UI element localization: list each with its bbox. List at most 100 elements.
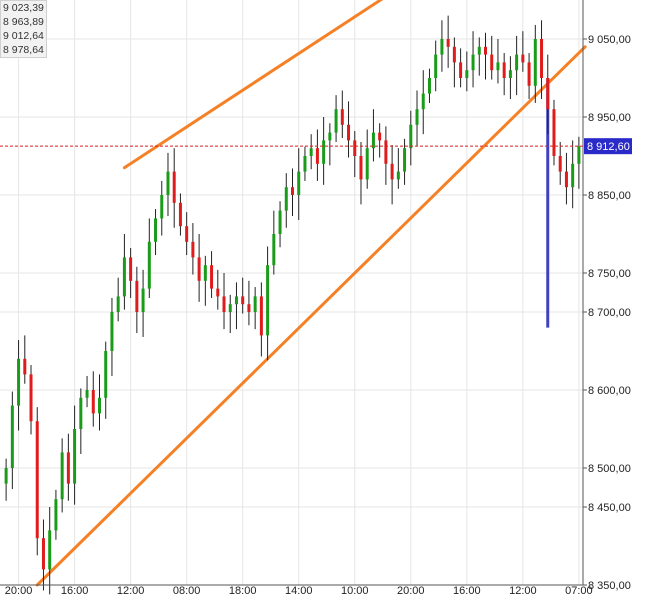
candle-up — [421, 93, 425, 110]
candle-up — [434, 54, 438, 78]
candle-down — [558, 156, 562, 172]
candle-up — [228, 304, 232, 312]
candle-up — [328, 132, 332, 141]
candle-up — [272, 234, 276, 266]
ohlc-open: 9 023,39 — [3, 2, 44, 14]
candle-up — [141, 288, 145, 312]
y-axis: 9 050,00 8 950,00 8 850,00 8 750,00 8 700,00… — [582, 0, 631, 592]
y-tick-label: 8 600,00 — [588, 385, 631, 397]
candle-up — [471, 54, 475, 71]
candle-up — [297, 171, 301, 195]
candle-up — [54, 499, 58, 531]
candle-down — [178, 202, 182, 227]
candle-down — [359, 156, 363, 180]
candle-up — [73, 429, 77, 484]
candle-down — [340, 109, 344, 125]
candle-down — [91, 390, 95, 414]
candle-down — [353, 140, 357, 156]
y-tick-label: 8 700,00 — [588, 307, 631, 319]
y-tick-label: 8 500,00 — [588, 463, 631, 475]
candle-up — [309, 148, 313, 156]
candle-up — [253, 296, 257, 312]
candle-up — [48, 530, 52, 570]
candle-down — [241, 296, 245, 305]
candle-up — [17, 358, 21, 406]
candle-up — [371, 132, 375, 149]
current-price-label-bg — [584, 138, 632, 155]
candle-up — [322, 140, 326, 164]
trendlines — [35, 0, 587, 587]
candles — [4, 15, 581, 595]
ohlc-close: 8 978,64 — [3, 44, 44, 56]
candle-down — [291, 187, 294, 195]
candle-up — [104, 351, 108, 398]
candle-up — [234, 296, 238, 305]
candle-down — [210, 265, 214, 289]
candle-down — [540, 39, 544, 78]
x-axis: 20:00 16:00 12:00 08:00 18:00 14:00 10:00 20:00… — [0, 584, 593, 597]
candle-down — [384, 140, 388, 164]
x-tick-label: 08:00 — [173, 585, 201, 597]
candle-down — [315, 148, 319, 164]
candle-down — [390, 163, 394, 180]
candle-up — [365, 148, 369, 180]
candle-down — [41, 538, 45, 570]
candle-down — [35, 421, 39, 539]
candle-down — [29, 374, 33, 422]
chart-grid — [0, 0, 583, 586]
x-tick-label: 16:00 — [453, 585, 481, 597]
candle-down — [490, 54, 494, 71]
candle-up — [465, 70, 469, 78]
candle-down — [484, 46, 487, 55]
candle-up — [508, 70, 512, 78]
candle-down — [459, 62, 463, 78]
candle-up — [278, 210, 282, 234]
candle-up — [166, 171, 170, 195]
candle-up — [409, 124, 413, 149]
candle-down — [191, 241, 195, 258]
candle-up — [60, 452, 64, 500]
candle-down — [564, 171, 568, 188]
trendline — [35, 45, 587, 587]
candle-up — [415, 109, 419, 125]
candle-up — [396, 171, 400, 180]
candle-down — [521, 54, 525, 63]
candle-up — [116, 296, 120, 312]
candle-down — [452, 46, 456, 63]
candle-down — [247, 304, 251, 312]
candle-up — [160, 195, 164, 219]
candle-up — [147, 241, 151, 289]
candle-up — [440, 39, 444, 55]
candle-up — [577, 146, 581, 164]
x-tick-label: 20:00 — [5, 585, 33, 597]
x-tick-label: 07:00 — [565, 585, 593, 597]
x-tick-label: 12:00 — [509, 585, 537, 597]
y-tick-label: 8 950,00 — [588, 112, 631, 124]
candle-up — [303, 156, 307, 172]
x-tick-label: 14:00 — [285, 585, 313, 597]
y-tick-label: 8 850,00 — [588, 190, 631, 202]
candle-down — [129, 257, 133, 281]
candle-down — [527, 62, 531, 86]
candle-up — [10, 405, 14, 468]
x-tick-label: 10:00 — [341, 585, 369, 597]
candle-down — [446, 39, 450, 47]
candle-up — [284, 187, 288, 211]
candle-down — [378, 132, 382, 141]
candle-up — [515, 54, 519, 71]
candle-down — [23, 358, 27, 375]
candle-up — [4, 468, 8, 484]
candle-down — [347, 124, 351, 141]
ohlc-high: 9 012,64 — [3, 30, 44, 42]
y-tick-label: 8 750,00 — [588, 268, 631, 280]
y-tick-label: 8 450,00 — [588, 502, 631, 514]
current-price-label: 8 912,60 — [587, 141, 630, 153]
candle-down — [185, 226, 189, 242]
candle-up — [154, 218, 158, 242]
candle-up — [203, 265, 207, 281]
candle-up — [79, 397, 83, 429]
x-tick-label: 12:00 — [117, 585, 145, 597]
candle-down — [222, 296, 226, 312]
candle-down — [172, 171, 176, 203]
